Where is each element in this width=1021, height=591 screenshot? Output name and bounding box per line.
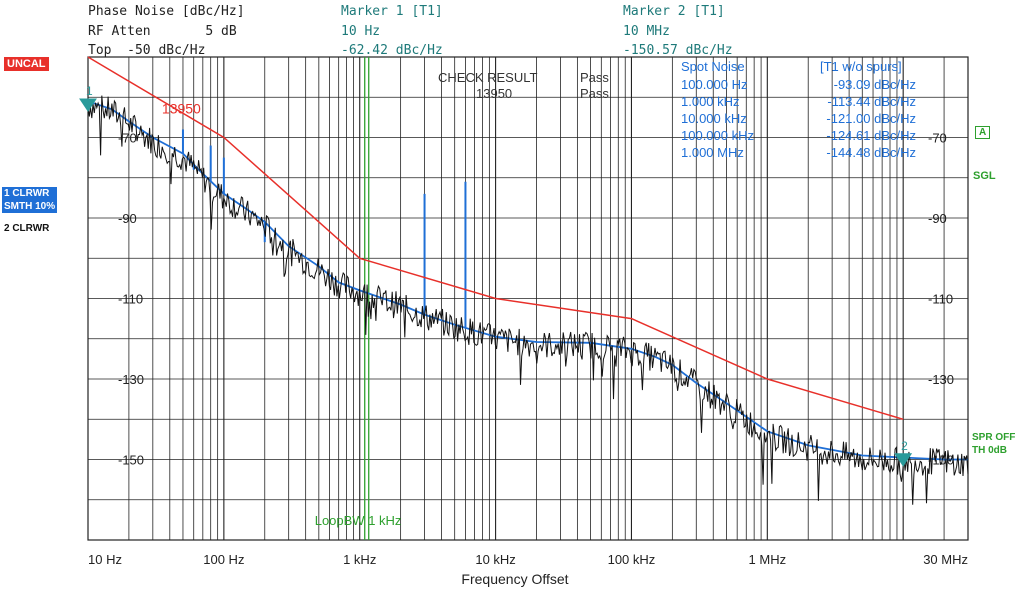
spot-freq-3: 10.000 kHz xyxy=(681,111,747,126)
spot-noise-header: Spot Noise xyxy=(681,59,745,74)
trace1-mode: 1 CLRWR xyxy=(4,188,50,199)
marker-number: 1 xyxy=(86,84,93,98)
spot-value-4: -124.61 dBc/Hz xyxy=(826,128,916,143)
spur-lines xyxy=(181,129,467,328)
limit-line xyxy=(87,56,904,421)
x-tick-label: 1 MHz xyxy=(749,552,787,567)
spot-freq-1: 100.000 Hz xyxy=(681,77,748,92)
y-tick-label-left: -130 xyxy=(118,372,144,387)
limit-line-label: 13950 xyxy=(162,100,201,116)
spot-freq-5: 1.000 MHz xyxy=(681,145,744,160)
spr-label: SPR OFF TH 0dB xyxy=(972,431,1015,457)
y-tick-label-left: -110 xyxy=(118,292,143,307)
spot-value-3: -121.00 dBc/Hz xyxy=(826,111,916,126)
x-tick-label: 10 kHz xyxy=(475,552,515,567)
marker-number: 2 xyxy=(901,439,908,453)
spot-noise-header-right: [T1 w/o spurs] xyxy=(820,59,902,74)
spot-noise-table: Spot Noise [T1 w/o spurs] 100.000 Hz -93… xyxy=(681,59,916,160)
marker2-title: Marker 2 [T1] xyxy=(623,4,725,19)
loop-bw-label: LoopBW 1 kHz xyxy=(315,513,402,528)
trace2-label: 2 CLRWR xyxy=(4,223,50,234)
x-tick-labels: 10 Hz 100 Hz 1 kHz 10 kHz 100 kHz 1 MHz 30 MHz xyxy=(88,552,968,567)
spot-value-1: -93.09 dBc/Hz xyxy=(834,77,916,92)
trace1-label: 1 CLRWR SMTH 10% xyxy=(2,187,58,213)
spot-value-2: -113.44 dBc/Hz xyxy=(827,94,916,109)
marker2-value: -150.57 dBc/Hz xyxy=(623,43,733,58)
y-tick-label-left: -150 xyxy=(118,453,144,468)
header-rf-atten: RF Atten 5 dB xyxy=(88,24,237,39)
x-tick-label: 10 Hz xyxy=(88,552,122,567)
spr-threshold: TH 0dB xyxy=(972,445,1007,456)
trace2-raw-line xyxy=(87,95,969,505)
y-tick-label-left: -90 xyxy=(118,211,137,226)
check-pass-1: Pass xyxy=(580,70,609,85)
check-result-value: 13950 xyxy=(476,86,512,101)
chart-grid xyxy=(87,56,969,541)
marker2-freq: 10 MHz xyxy=(623,24,670,39)
x-tick-label: 1 kHz xyxy=(343,552,376,567)
y-tick-label-right: -130 xyxy=(928,372,954,387)
marker1-value: -62.42 dBc/Hz xyxy=(341,43,443,58)
marker1-freq: 10 Hz xyxy=(341,24,381,39)
spot-freq-4: 100.000 kHz xyxy=(681,128,754,143)
y-tick-label-right: -70 xyxy=(928,131,947,146)
x-tick-label: 100 kHz xyxy=(608,552,656,567)
x-tick-label: 100 Hz xyxy=(203,552,244,567)
header-top: Top -50 dBc/Hz xyxy=(88,43,206,58)
y-tick-label-right: -90 xyxy=(928,211,947,226)
marker-symbols: 12 xyxy=(79,84,913,467)
x-tick-label: 30 MHz xyxy=(923,552,968,567)
header-title: Phase Noise [dBc/Hz] xyxy=(88,4,245,19)
a-badge: A xyxy=(975,126,991,139)
marker1-title: Marker 1 [T1] xyxy=(341,4,443,19)
marker-triangle xyxy=(79,98,97,112)
y-tick-labels: -70 -70-90 -90-110 -110-130 -130-150 -150 xyxy=(118,131,954,468)
spot-value-5: -144.48 dBc/Hz xyxy=(826,145,916,160)
sgl-label: SGL xyxy=(973,170,996,182)
series-lines: 13950 xyxy=(87,56,969,505)
check-result-label: CHECK RESULT xyxy=(438,70,538,85)
uncal-badge: UNCAL xyxy=(4,57,49,71)
marker-triangle xyxy=(894,453,913,467)
trace1-smoothing: SMTH 10% xyxy=(4,201,56,212)
spot-freq-2: 1.000 kHz xyxy=(681,94,740,109)
spr-off: SPR OFF xyxy=(972,432,1016,443)
x-axis-label: Frequency Offset xyxy=(461,571,568,587)
y-tick-label-right: -110 xyxy=(928,292,953,307)
check-pass-2: Pass xyxy=(580,86,609,101)
